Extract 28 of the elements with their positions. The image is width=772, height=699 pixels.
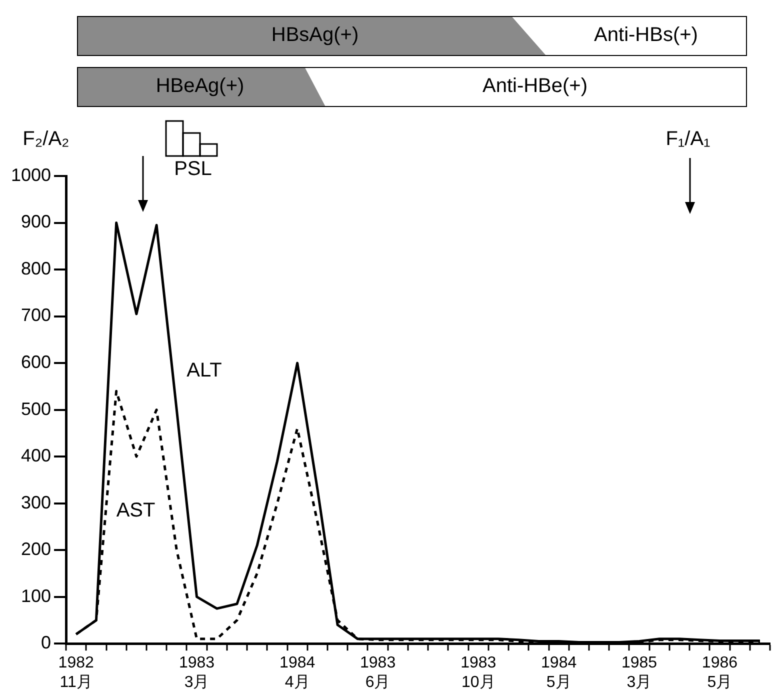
text: Anti-HBs(+) — [594, 24, 698, 47]
y-tick-label: 100 — [20, 586, 52, 606]
text: HBsAg(+) — [271, 24, 359, 47]
y-tick-label: 800 — [20, 258, 52, 278]
x-tick-label: 1982 11月 — [58, 654, 94, 691]
x-tick-label: 1984 5月 — [541, 654, 577, 691]
y-tick-label: 500 — [20, 398, 52, 419]
y-tick-label: 0 — [41, 632, 52, 653]
series-label: AST — [116, 500, 156, 522]
y-tick-label: 900 — [20, 212, 52, 232]
text: F₁/A₁ — [666, 128, 710, 151]
text: Anti-HBe(+) — [482, 75, 588, 98]
y-tick-label: 600 — [20, 352, 52, 372]
y-tick-label: 200 — [20, 539, 52, 560]
x-tick-label: 1984 4月 — [280, 654, 316, 691]
text: F₂/A₂ — [22, 128, 70, 151]
x-tick-label: 1983 10月 — [460, 654, 496, 691]
text: HBeAg(+) — [156, 75, 244, 98]
x-tick-label: 1983 3月 — [178, 654, 215, 691]
series-label: ALT — [186, 360, 222, 382]
x-tick-label: 1983 6月 — [360, 654, 396, 691]
y-tick-label: 400 — [20, 446, 52, 466]
y-tick-label: 700 — [20, 305, 52, 326]
y-tick-label: 1000 — [10, 164, 52, 185]
x-tick-label: 1985 3月 — [621, 654, 658, 691]
annotation: PSL — [174, 158, 212, 181]
x-tick-label: 1986 5月 — [702, 654, 738, 691]
y-tick-label: 300 — [20, 492, 52, 512]
